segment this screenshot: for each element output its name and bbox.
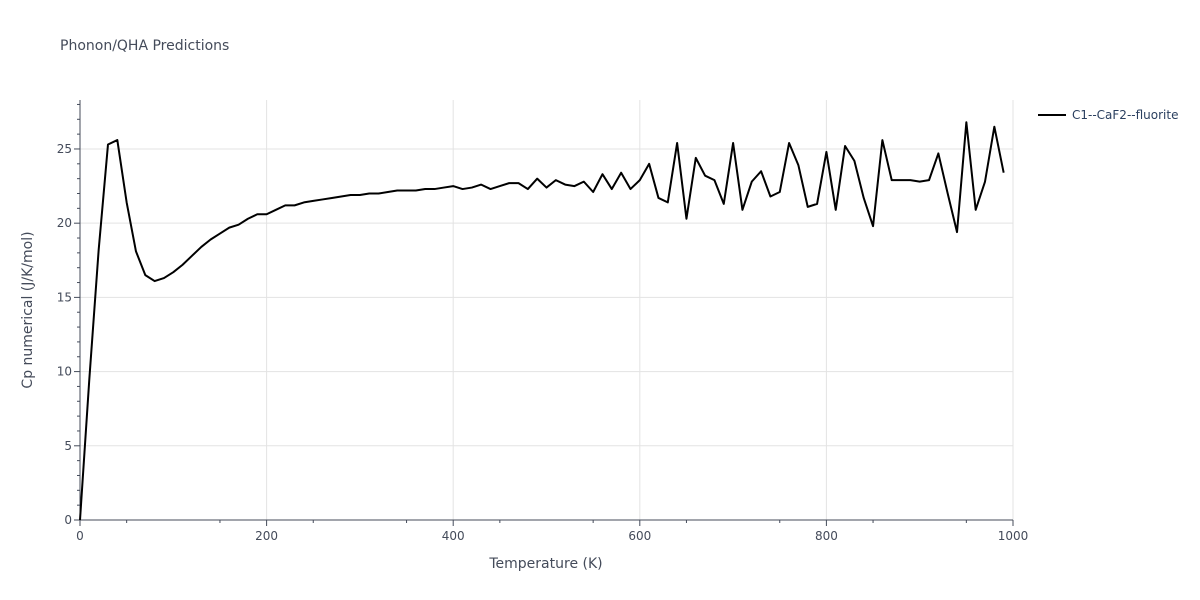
y-axis-title: Cp numerical (J/K/mol) bbox=[20, 231, 36, 388]
y-tick-label: 15 bbox=[57, 290, 72, 304]
legend[interactable]: C1--CaF2--fluorite bbox=[1038, 108, 1178, 122]
y-tick-label: 10 bbox=[57, 365, 72, 379]
series-line bbox=[79, 121, 1005, 521]
x-tick-label: 800 bbox=[815, 529, 838, 543]
x-tick-label: 1000 bbox=[998, 529, 1029, 543]
series-layer bbox=[79, 121, 1005, 521]
y-tick-label: 0 bbox=[64, 513, 72, 527]
legend-label: C1--CaF2--fluorite bbox=[1072, 108, 1178, 122]
grid bbox=[80, 100, 1014, 520]
y-ticks: 0 5 10 15 20 25 bbox=[57, 103, 80, 527]
x-tick-label: 400 bbox=[442, 529, 465, 543]
axes bbox=[79, 100, 1013, 521]
x-tick-label: 0 bbox=[76, 529, 84, 543]
y-tick-label: 20 bbox=[57, 216, 72, 230]
x-tick-label: 200 bbox=[255, 529, 278, 543]
y-tick-label: 25 bbox=[57, 142, 72, 156]
chart-title: Phonon/QHA Predictions bbox=[60, 38, 229, 54]
x-axis-title: Temperature (K) bbox=[488, 556, 602, 572]
x-ticks: 0 200 400 600 800 1000 bbox=[76, 520, 1028, 543]
y-tick-label: 5 bbox=[64, 439, 72, 453]
x-tick-label: 600 bbox=[628, 529, 651, 543]
